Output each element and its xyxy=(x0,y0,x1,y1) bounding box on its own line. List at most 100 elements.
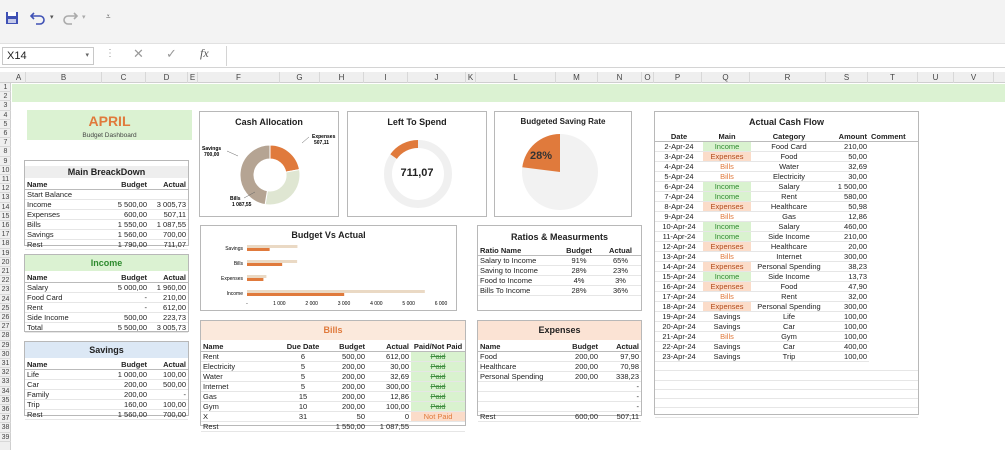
table-row-cell[interactable]: Gas xyxy=(201,391,283,402)
table-row-cell[interactable]: Expenses xyxy=(703,241,751,252)
table-header-row-cell[interactable]: Amount xyxy=(827,132,869,142)
table-row-cell[interactable]: Bills xyxy=(703,251,751,262)
row-header-6[interactable]: 6 xyxy=(0,129,11,139)
table-row-cell[interactable]: 13,73 xyxy=(827,271,869,282)
table-row-cell[interactable] xyxy=(655,370,703,381)
table-row-cell[interactable]: 200,00 xyxy=(323,381,367,392)
table-header-row-cell[interactable]: Name xyxy=(478,342,558,352)
table-row-cell[interactable]: Food xyxy=(751,281,827,292)
table-row-cell[interactable]: 14-Apr-24 xyxy=(655,261,703,272)
table-row-cell[interactable] xyxy=(703,398,751,409)
table-header-row-cell[interactable]: Actual xyxy=(149,360,188,370)
table-header-row-cell[interactable]: Name xyxy=(25,273,107,283)
table-header-row-cell[interactable]: Actual xyxy=(600,246,641,256)
column-header-n[interactable]: N xyxy=(598,72,642,83)
table-row-cell[interactable]: 711,07 xyxy=(149,239,188,250)
column-header-r[interactable]: R xyxy=(750,72,826,83)
table-row-cell[interactable]: 200,00 xyxy=(323,401,367,412)
table-row-cell[interactable]: Rest xyxy=(25,239,107,250)
table-row-cell[interactable]: Income xyxy=(703,221,751,232)
table-row-cell[interactable]: 1 550,00 xyxy=(107,219,149,230)
table-row-cell[interactable]: Bills xyxy=(703,331,751,342)
table-row-cell[interactable]: 200,00 xyxy=(558,351,600,362)
row-header-4[interactable]: 4 xyxy=(0,111,11,120)
row-header-10[interactable]: 10 xyxy=(0,166,11,175)
table-row-cell[interactable]: Bills xyxy=(25,219,107,230)
table-row-cell[interactable]: - xyxy=(149,389,188,400)
table-row-cell[interactable]: 38,23 xyxy=(827,261,869,272)
table-header-row-cell[interactable]: Main xyxy=(703,132,751,142)
row-header-2[interactable]: 2 xyxy=(0,92,11,102)
column-header-p[interactable]: P xyxy=(654,72,702,83)
column-header-a[interactable]: A xyxy=(12,72,26,83)
table-row-cell[interactable]: 210,00 xyxy=(827,231,869,242)
column-header-g[interactable]: G xyxy=(280,72,320,83)
table-row-cell[interactable]: Life xyxy=(25,369,107,380)
table-row-cell[interactable]: 300,00 xyxy=(827,251,869,262)
table-row-cell[interactable]: Food Card xyxy=(25,292,107,303)
table-row-cell[interactable]: Personal Spending xyxy=(751,301,827,312)
column-header-j[interactable]: J xyxy=(408,72,466,83)
table-row-cell[interactable] xyxy=(703,370,751,381)
table-header-row-cell[interactable]: Comment xyxy=(869,132,918,142)
table-row-cell[interactable]: 223,73 xyxy=(149,312,188,323)
table-row-cell[interactable]: 19-Apr-24 xyxy=(655,311,703,322)
table-row-cell[interactable]: Personal Spending xyxy=(478,371,558,382)
table-row-cell[interactable]: Expenses xyxy=(25,209,107,220)
table-row-cell[interactable]: Food xyxy=(751,151,827,162)
table-row-cell[interactable] xyxy=(827,370,869,381)
table-header-row-cell[interactable]: Due Date xyxy=(283,342,323,352)
row-header-33[interactable]: 33 xyxy=(0,378,11,387)
column-header-h[interactable]: H xyxy=(320,72,364,83)
table-row-cell[interactable]: 100,00 xyxy=(149,399,188,410)
table-row-cell[interactable]: 12,86 xyxy=(367,391,411,402)
table-row-cell[interactable] xyxy=(703,407,751,418)
table-row-cell[interactable]: Savings xyxy=(25,229,107,240)
table-row-cell[interactable] xyxy=(751,398,827,409)
table-header-row-cell[interactable]: Budget xyxy=(107,180,149,190)
table-row-cell[interactable] xyxy=(869,389,918,400)
table-row-cell[interactable]: 36% xyxy=(600,285,641,296)
table-row-cell[interactable] xyxy=(149,189,188,200)
table-row-cell[interactable] xyxy=(751,380,827,390)
table-total-row-cell[interactable] xyxy=(283,421,323,432)
table-row-cell[interactable]: Bills xyxy=(703,161,751,172)
table-header-row-cell[interactable]: Budget xyxy=(558,246,600,256)
row-header-23[interactable]: 23 xyxy=(0,286,11,295)
table-row-cell[interactable]: 100,00 xyxy=(827,331,869,342)
table-row-cell[interactable]: 612,00 xyxy=(149,302,188,313)
row-header-1[interactable]: 1 xyxy=(0,83,11,93)
row-header-19[interactable]: 19 xyxy=(0,249,11,258)
row-header-12[interactable]: 12 xyxy=(0,185,11,194)
table-row-cell[interactable]: Internet xyxy=(751,251,827,262)
table-row-cell[interactable]: 580,00 xyxy=(827,191,869,202)
table-row-cell[interactable]: 3-Apr-24 xyxy=(655,151,703,162)
table-row-cell[interactable]: 200,00 xyxy=(558,361,600,372)
table-row-cell[interactable]: 30,00 xyxy=(367,361,411,372)
table-row-cell[interactable]: 200,00 xyxy=(323,371,367,382)
table-row-cell[interactable]: Car xyxy=(751,321,827,332)
table-row-cell[interactable]: Rent xyxy=(751,191,827,202)
row-header-16[interactable]: 16 xyxy=(0,222,11,231)
table-row-cell[interactable]: 1 560,00 xyxy=(107,229,149,240)
formula-input[interactable] xyxy=(226,46,1005,66)
table-row-cell[interactable]: Bills xyxy=(703,291,751,302)
table-row-cell[interactable]: - xyxy=(107,302,149,313)
table-total-row-cell[interactable]: 507,11 xyxy=(600,411,641,422)
table-row-cell[interactable]: 100,00 xyxy=(827,321,869,332)
table-row-cell[interactable]: 22-Apr-24 xyxy=(655,341,703,352)
row-header-27[interactable]: 27 xyxy=(0,323,11,332)
table-row-cell[interactable]: Income xyxy=(703,191,751,202)
table-row-cell[interactable]: Gym xyxy=(751,331,827,342)
table-total-row-cell[interactable]: Rest xyxy=(478,411,558,422)
table-header-row-cell[interactable]: Name xyxy=(25,180,107,190)
table-header-row-cell[interactable]: Actual xyxy=(149,180,188,190)
table-row-cell[interactable]: 47,90 xyxy=(827,281,869,292)
insert-function-icon[interactable]: fx xyxy=(200,46,209,60)
table-row-cell[interactable]: Car xyxy=(751,341,827,352)
table-header-row-cell[interactable]: Actual xyxy=(149,273,188,283)
table-row-cell[interactable]: 10-Apr-24 xyxy=(655,221,703,232)
column-header-i[interactable]: I xyxy=(364,72,408,83)
table-row-cell[interactable]: Income xyxy=(703,141,751,152)
row-header-11[interactable]: 11 xyxy=(0,176,11,185)
